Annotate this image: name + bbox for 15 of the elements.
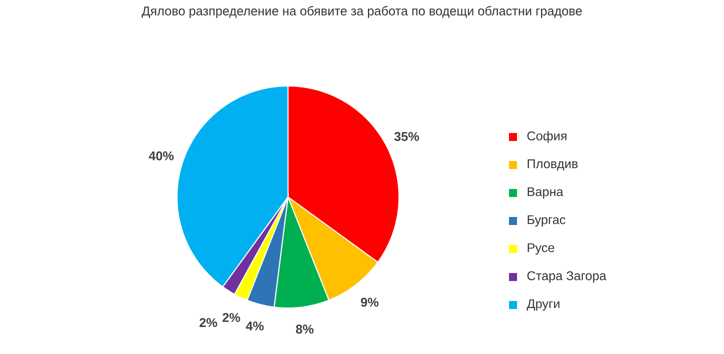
legend-label: Бургас: [528, 215, 566, 227]
data-label: 2%: [200, 318, 218, 328]
data-label: 35%: [394, 132, 420, 142]
chart-title: Дялово разпределение на обявите за работа по водещи областни градове: [142, 6, 582, 18]
legend-label: София: [527, 131, 566, 143]
legend-label: Стара Загора: [527, 271, 606, 283]
legend-label: Други: [526, 299, 560, 311]
data-label: 4%: [246, 322, 264, 330]
legend-label: Пловдив: [528, 159, 578, 171]
data-label: 9%: [360, 298, 378, 307]
legend-label: Русе: [528, 243, 554, 255]
data-label: 2%: [222, 313, 240, 322]
data-label: 8%: [296, 324, 314, 334]
data-label: 40%: [148, 151, 174, 160]
legend-label: Варна: [528, 187, 564, 199]
